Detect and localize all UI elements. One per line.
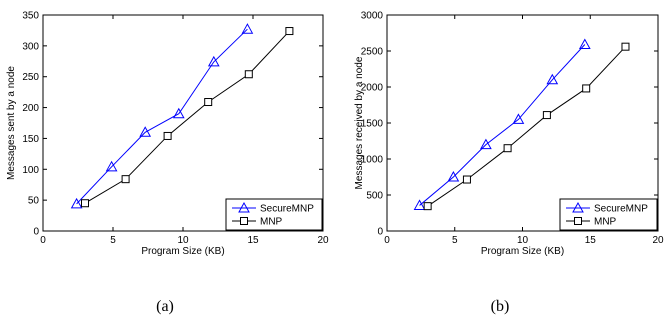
data-point (423, 202, 432, 211)
data-point (207, 55, 220, 67)
x-tick-label: 15 (247, 235, 259, 246)
chart-panel-2: 0 5 10 15 20 0 500 1000 1500 2000 2500 3000 Program … (354, 11, 664, 316)
y-tick-label: 0 (33, 227, 39, 238)
y-axis-label: Messages sent by a node (6, 66, 17, 180)
legend-marker (574, 217, 582, 225)
y-tick-label: 50 (28, 196, 40, 207)
series-line (419, 44, 586, 206)
data-point (480, 138, 492, 150)
data-point (204, 98, 213, 107)
data-point (542, 111, 551, 120)
legend-label: SecureMNP (594, 204, 648, 215)
data-point (503, 144, 512, 153)
y-tick-label: 2500 (361, 47, 384, 58)
data-point (81, 199, 89, 208)
y-tick-label: 150 (22, 134, 39, 145)
x-axis-label: Program Size (KB) (141, 246, 224, 257)
series-line (76, 28, 248, 205)
data-point (413, 199, 426, 210)
data-point (462, 175, 471, 184)
legend-label: MNP (260, 217, 283, 228)
data-point (70, 197, 83, 209)
data-point (139, 126, 152, 137)
y-tick-label: 1000 (361, 155, 384, 166)
series-securemnp (413, 38, 591, 210)
legend-label: SecureMNP (260, 204, 314, 215)
y-tick-label: 200 (22, 103, 39, 114)
x-tick-label: 20 (317, 235, 329, 246)
x-tick-label: 0 (40, 235, 46, 246)
data-point (121, 175, 130, 184)
legend-label: MNP (594, 217, 617, 228)
series-line (427, 46, 626, 207)
legend-marker (238, 201, 250, 213)
data-point (447, 170, 460, 182)
y-tick-label: 0 (377, 227, 383, 238)
data-point (621, 42, 630, 51)
data-point (582, 84, 591, 93)
data-point (172, 107, 185, 119)
data-point (105, 160, 118, 172)
x-tick-label: 0 (384, 235, 390, 246)
y-tick-label: 3000 (361, 11, 384, 22)
data-point (578, 38, 591, 50)
legend-marker (572, 201, 584, 213)
x-tick-label: 10 (517, 235, 529, 246)
legend-marker (240, 217, 248, 225)
series-mnp (81, 27, 294, 208)
x-tick-label: 10 (177, 235, 189, 246)
series-mnp (423, 42, 630, 211)
data-point (285, 27, 294, 36)
y-tick-label: 250 (22, 72, 39, 83)
y-tick-label: 300 (22, 41, 39, 52)
y-axis-label: Messages received by a node (354, 56, 365, 189)
x-axis-label: Program Size (KB) (481, 246, 564, 257)
y-tick-label: 1500 (361, 119, 384, 130)
x-tick-label: 5 (452, 235, 458, 246)
data-point (512, 113, 525, 124)
y-tick-label: 500 (366, 191, 383, 202)
data-point (244, 70, 253, 79)
series-securemnp (70, 23, 254, 209)
y-tick-label: 2000 (361, 83, 384, 94)
data-point (546, 73, 559, 85)
panel-caption: (b) (491, 298, 510, 315)
data-point (163, 131, 172, 140)
legend: SecureMNP MNP (225, 198, 323, 231)
y-tick-label: 350 (22, 11, 39, 22)
x-tick-label: 20 (652, 235, 664, 246)
panel-caption: (a) (156, 298, 174, 315)
y-tick-label: 100 (22, 165, 39, 176)
x-tick-label: 15 (585, 235, 597, 246)
data-point (241, 23, 254, 34)
series-line (84, 30, 290, 204)
legend: SecureMNP MNP (559, 198, 658, 231)
x-tick-label: 5 (110, 235, 116, 246)
